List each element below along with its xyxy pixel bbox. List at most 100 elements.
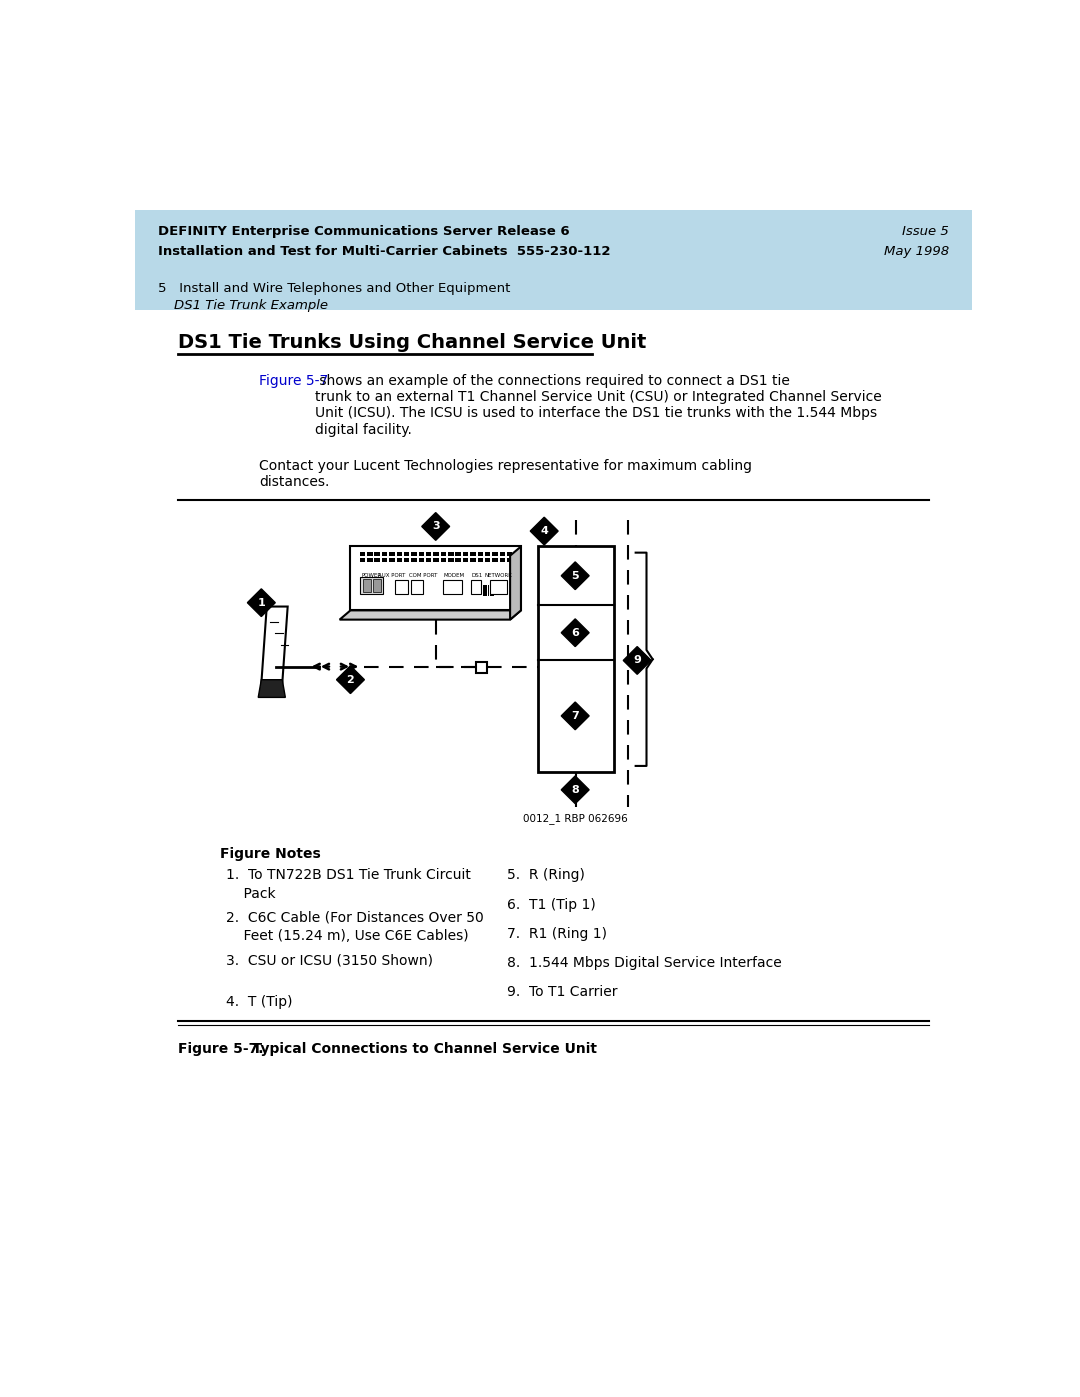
Text: 8: 8 xyxy=(571,785,579,795)
Text: 4.  T (Tip): 4. T (Tip) xyxy=(227,996,293,1010)
Bar xyxy=(514,557,519,562)
Bar xyxy=(395,580,408,594)
Bar xyxy=(485,585,487,595)
Text: 6: 6 xyxy=(571,627,579,637)
Polygon shape xyxy=(562,562,590,590)
Bar xyxy=(463,557,469,562)
Bar xyxy=(373,578,380,592)
Bar xyxy=(471,580,482,594)
Polygon shape xyxy=(562,619,590,647)
Text: Installation and Test for Multi-Carrier Cabinets  555-230-112: Installation and Test for Multi-Carrier … xyxy=(159,244,611,257)
Bar xyxy=(411,557,417,562)
Text: 2.  C6C Cable (For Distances Over 50
    Feet (15.24 m), Use C6E Cables): 2. C6C Cable (For Distances Over 50 Feet… xyxy=(227,911,484,943)
Text: Contact your Lucent Technologies representative for maximum cabling
distances.: Contact your Lucent Technologies represe… xyxy=(259,458,752,489)
Bar xyxy=(419,557,424,562)
Polygon shape xyxy=(261,606,287,683)
Text: 2: 2 xyxy=(347,675,354,685)
Bar xyxy=(485,557,490,562)
Polygon shape xyxy=(510,546,521,620)
Bar xyxy=(463,552,469,556)
Text: DS1: DS1 xyxy=(471,573,483,578)
Bar xyxy=(404,557,409,562)
Bar xyxy=(360,552,365,556)
Polygon shape xyxy=(339,610,521,620)
Text: 3: 3 xyxy=(432,521,440,531)
Bar xyxy=(389,552,394,556)
Bar xyxy=(477,557,483,562)
Text: May 1998: May 1998 xyxy=(883,244,948,257)
Polygon shape xyxy=(623,647,651,675)
Bar xyxy=(492,585,494,595)
Text: 6.  T1 (Tip 1): 6. T1 (Tip 1) xyxy=(507,898,596,912)
Text: Figure 5-7: Figure 5-7 xyxy=(259,374,328,388)
Text: 5   Install and Wire Telephones and Other Equipment: 5 Install and Wire Telephones and Other … xyxy=(159,282,511,295)
Polygon shape xyxy=(562,703,590,729)
Bar xyxy=(507,557,512,562)
Bar xyxy=(404,552,409,556)
Bar xyxy=(470,557,475,562)
Text: 1.  To TN722B DS1 Tie Trunk Circuit
    Pack: 1. To TN722B DS1 Tie Trunk Circuit Pack xyxy=(227,869,471,901)
Bar xyxy=(444,580,462,594)
Text: 0012_1 RBP 062696: 0012_1 RBP 062696 xyxy=(523,813,627,824)
Text: Figure Notes: Figure Notes xyxy=(220,847,321,861)
Bar xyxy=(500,552,505,556)
Bar xyxy=(411,552,417,556)
Bar xyxy=(426,557,431,562)
Bar xyxy=(448,557,454,562)
Bar xyxy=(396,557,402,562)
Bar xyxy=(433,552,438,556)
Bar xyxy=(419,552,424,556)
Bar xyxy=(396,552,402,556)
Bar xyxy=(470,552,475,556)
Text: AUX PORT  COM PORT: AUX PORT COM PORT xyxy=(378,573,437,578)
Bar xyxy=(448,552,454,556)
Polygon shape xyxy=(247,588,275,616)
Text: 4: 4 xyxy=(540,527,549,536)
Bar xyxy=(360,557,365,562)
Bar xyxy=(538,546,613,773)
Text: 1: 1 xyxy=(257,598,266,608)
Bar xyxy=(382,557,388,562)
Text: 5: 5 xyxy=(571,571,579,581)
Bar xyxy=(476,662,487,673)
Bar xyxy=(507,552,512,556)
Text: POWER: POWER xyxy=(362,573,381,578)
Bar xyxy=(456,552,461,556)
Bar xyxy=(456,557,461,562)
Bar xyxy=(350,546,521,610)
Text: DS1 Tie Trunks Using Channel Service Unit: DS1 Tie Trunks Using Channel Service Uni… xyxy=(177,334,646,352)
Bar xyxy=(477,552,483,556)
Text: NETWORK: NETWORK xyxy=(485,573,512,578)
Bar xyxy=(492,552,498,556)
Bar xyxy=(492,557,498,562)
Bar xyxy=(500,557,505,562)
Polygon shape xyxy=(562,775,590,803)
Bar xyxy=(441,552,446,556)
Polygon shape xyxy=(337,666,364,693)
Bar xyxy=(367,557,373,562)
Polygon shape xyxy=(258,680,285,697)
Text: 7.  R1 (Ring 1): 7. R1 (Ring 1) xyxy=(507,926,607,940)
Bar xyxy=(135,210,972,271)
Text: 9: 9 xyxy=(633,655,642,665)
Bar xyxy=(389,557,394,562)
Bar xyxy=(490,585,491,595)
Bar xyxy=(375,552,380,556)
Text: DS1 Tie Trunk Example: DS1 Tie Trunk Example xyxy=(174,299,327,312)
Text: DEFINITY Enterprise Communications Server Release 6: DEFINITY Enterprise Communications Serve… xyxy=(159,225,570,239)
Text: 7: 7 xyxy=(571,711,579,721)
Text: Typical Connections to Channel Service Unit: Typical Connections to Channel Service U… xyxy=(233,1042,597,1056)
Bar xyxy=(490,580,507,594)
Polygon shape xyxy=(530,517,558,545)
Bar xyxy=(382,552,388,556)
Text: MODEM: MODEM xyxy=(444,573,464,578)
Bar xyxy=(514,552,519,556)
Text: 9.  To T1 Carrier: 9. To T1 Carrier xyxy=(507,985,618,999)
Text: Figure 5-7.: Figure 5-7. xyxy=(177,1042,264,1056)
Bar xyxy=(375,557,380,562)
Bar xyxy=(135,271,972,310)
Text: Issue 5: Issue 5 xyxy=(902,225,948,239)
Bar xyxy=(488,585,489,595)
Bar xyxy=(485,552,490,556)
Bar xyxy=(426,552,431,556)
